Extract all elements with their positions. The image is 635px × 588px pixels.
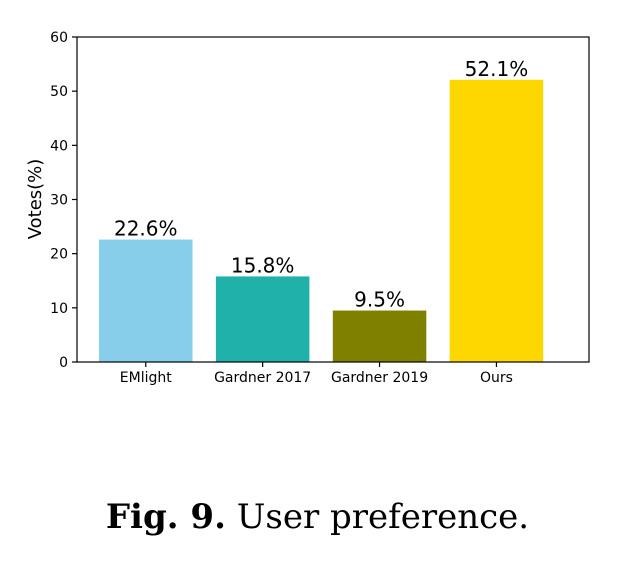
data-labels: 22.6% 15.8% 9.5% 52.1% (114, 57, 528, 312)
y-tick-label: 10 (50, 301, 68, 317)
y-tick-label: 50 (50, 84, 68, 100)
data-label: 15.8% (231, 253, 295, 277)
x-tick-label: Gardner 2019 (331, 370, 428, 386)
bar (215, 276, 310, 362)
plot-frame (76, 36, 590, 363)
x-tick-label: EMlight (120, 370, 172, 386)
y-tick-label: 20 (50, 247, 68, 263)
bars (99, 79, 544, 363)
bar (99, 239, 193, 362)
x-tick-label: Gardner 2017 (214, 370, 311, 386)
x-axis-ticks: EMlight Gardner 2017 Gardner 2019 Ours (120, 362, 513, 386)
data-label: 22.6% (114, 217, 178, 241)
y-tick-label: 0 (59, 355, 68, 371)
figure-caption: Fig. 9. User preference. (0, 497, 635, 537)
y-tick-label: 30 (50, 193, 68, 209)
data-label: 9.5% (354, 288, 405, 312)
y-axis-title: Votes(%) (25, 159, 46, 240)
y-tick-label: 40 (50, 138, 68, 154)
bar (332, 310, 427, 362)
caption-text: User preference. (236, 497, 530, 537)
y-tick-label: 60 (50, 30, 68, 46)
caption-label: Fig. 9. (105, 497, 226, 537)
data-label: 52.1% (465, 57, 529, 81)
x-tick-label: Ours (480, 370, 513, 386)
y-axis-ticks: 0 10 20 30 40 50 60 (50, 30, 77, 371)
bar-chart: Votes(%) 0 10 20 30 40 50 60 EMlight Gardner 20… (25, 30, 590, 386)
bar (449, 79, 544, 363)
